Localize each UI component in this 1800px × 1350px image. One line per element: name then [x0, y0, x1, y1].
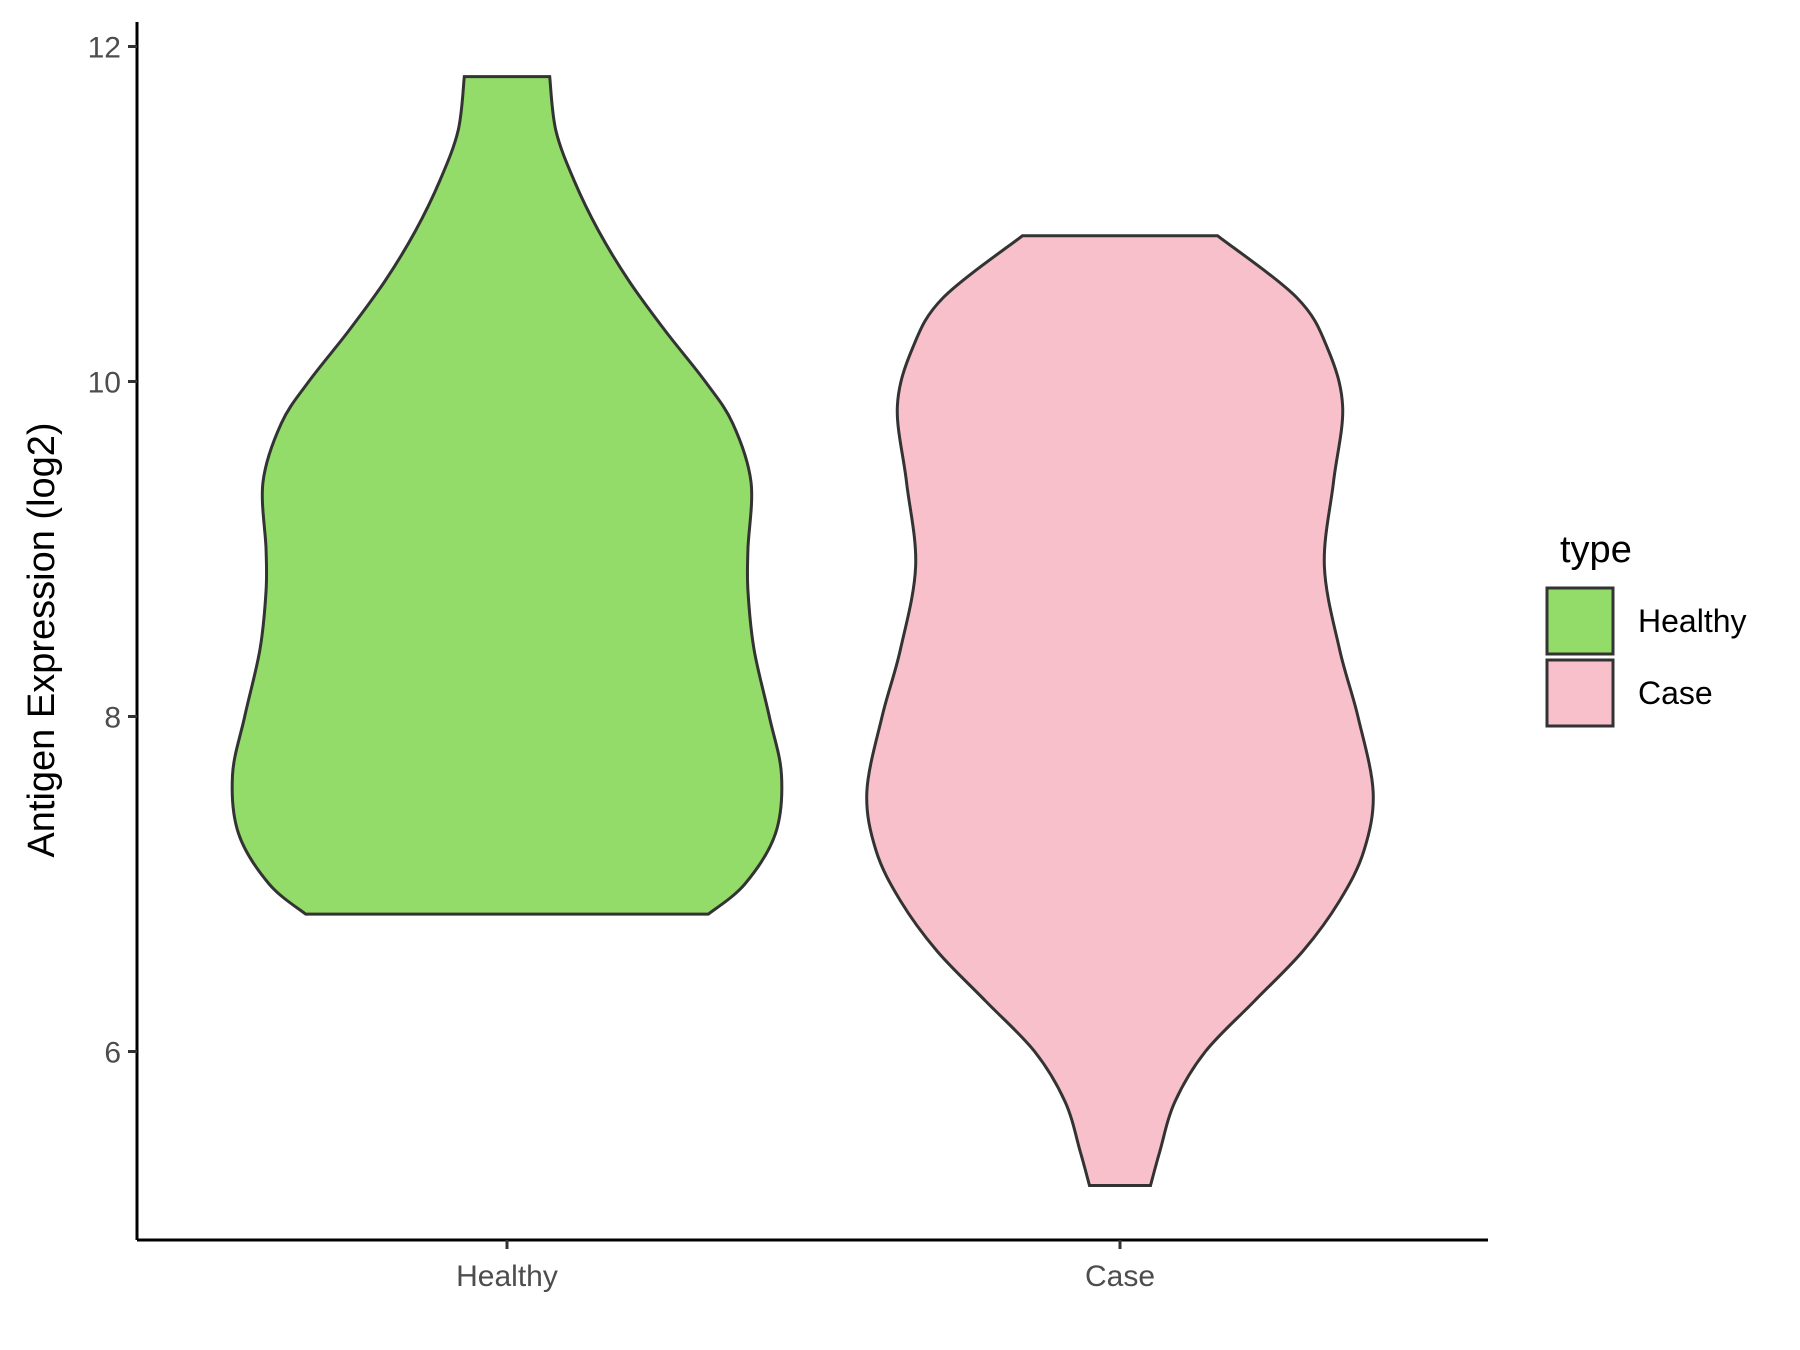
- x-tick-label-healthy: Healthy: [456, 1260, 558, 1293]
- y-ticks: 6 8 10 12: [88, 32, 137, 1070]
- x-tick-label-case: Case: [1085, 1260, 1155, 1293]
- violin-case: [865, 234, 1375, 1187]
- legend-items: Healthy Case: [1545, 586, 1747, 728]
- legend-label-healthy: Healthy: [1638, 603, 1747, 639]
- violin-healthy: [230, 75, 784, 916]
- y-axis-title: Antigen Expression (log2): [21, 422, 63, 857]
- legend-title: type: [1560, 529, 1632, 571]
- y-tick-label: 10: [88, 367, 121, 400]
- y-tick-label: 12: [88, 32, 121, 65]
- violins-layer: [230, 75, 1375, 1187]
- legend-swatch-healthy: [1545, 586, 1615, 656]
- y-tick-label: 6: [104, 1037, 121, 1070]
- legend: type Healthy Case: [1545, 529, 1747, 728]
- legend-label-case: Case: [1638, 675, 1713, 711]
- x-ticks: Healthy Case: [456, 1240, 1155, 1293]
- legend-swatch-case: [1545, 658, 1615, 728]
- y-tick-label: 8: [104, 702, 121, 735]
